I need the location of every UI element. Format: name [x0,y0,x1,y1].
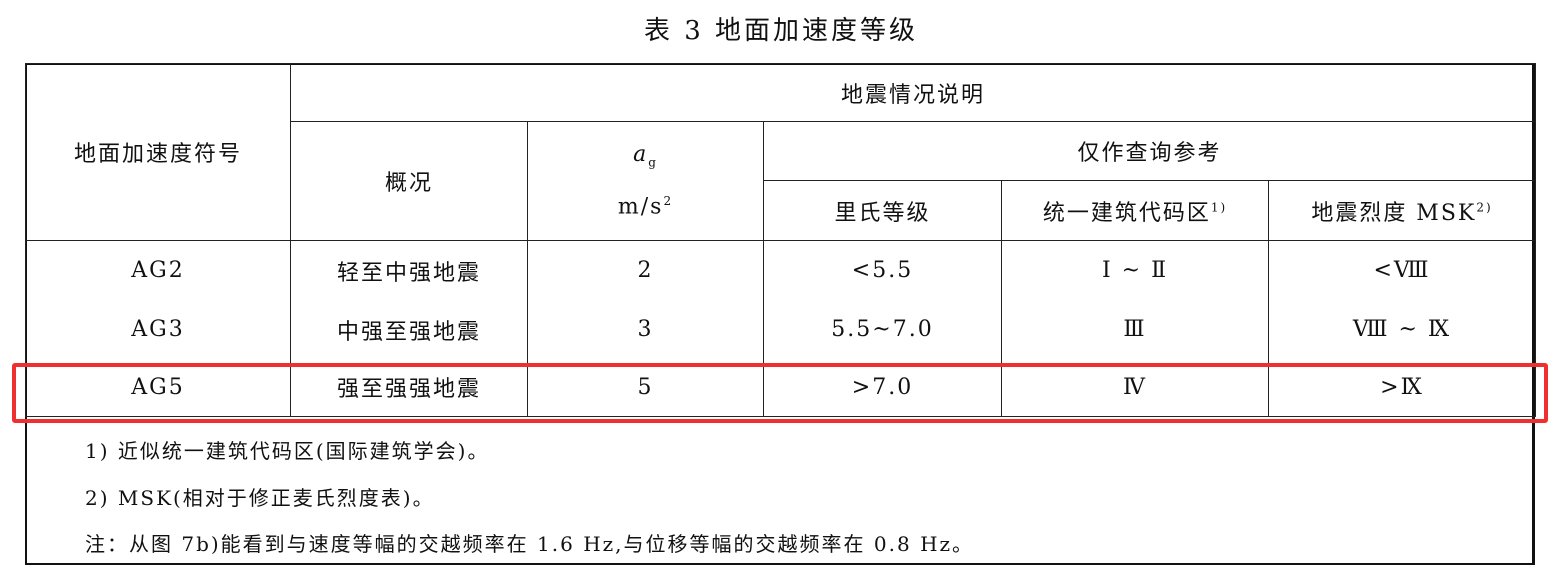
cell-richter: >7.0 [763,358,1002,417]
cell-msk: <Ⅷ [1268,240,1536,301]
cell-overview: 强至强强地震 [290,358,528,417]
header-ubc: 统一建筑代码区1) [1001,180,1269,241]
cell-richter: <5.5 [763,240,1002,301]
table-row: AG2 轻至中强地震 2 <5.5 Ⅰ ~ Ⅱ <Ⅷ [25,240,1536,301]
footnote-2: 2) MSK(相对于修正麦氏烈度表)。 [85,486,435,510]
table-title: 表 3 地面加速度等级 [643,16,919,46]
header-group: 地震情况说明 [290,63,1536,122]
table-row: AG5 强至强强地震 5 >7.0 Ⅳ >Ⅸ [25,358,1536,417]
ubc-label: 统一建筑代码区 [1042,200,1211,226]
cell-overview: 中强至强地震 [290,300,528,359]
ground-acceleration-table: 地面加速度符号 地震情况说明 概况 ag m/s2 仅作查询参考 里氏等级 统一… [25,63,1536,417]
cell-symbol: AG2 [25,240,291,301]
cell-msk: Ⅷ ~ Ⅸ [1268,300,1536,359]
cell-ag: 5 [527,358,764,417]
cell-ag: 2 [527,240,764,301]
ag-symbol: a [633,142,649,168]
ubc-note: 1) [1210,200,1228,215]
msk-label: 地震烈度 MSK [1311,200,1477,226]
ag-unit-sup: 2 [663,193,674,208]
cell-symbol: AG5 [25,358,291,417]
cell-overview: 轻至中强地震 [290,240,528,301]
highlight-box [12,363,1548,423]
cell-richter: 5.5~7.0 [763,300,1002,359]
footnote-1: 1) 近似统一建筑代码区(国际建筑学会)。 [85,439,490,463]
header-symbol: 地面加速度符号 [25,63,291,241]
footnote-note: 注：从图 7b)能看到与速度等幅的交越频率在 1.6 Hz,与位移等幅的交越频率… [85,532,975,556]
msk-note: 2) [1476,200,1493,215]
header-overview: 概况 [290,121,528,241]
header-ag: ag m/s2 [527,121,764,241]
header-reference: 仅作查询参考 [763,121,1536,181]
cell-msk: >Ⅸ [1268,358,1536,417]
header-richter: 里氏等级 [763,180,1002,241]
ag-sub: g [648,155,658,170]
cell-symbol: AG3 [25,300,291,359]
cell-ubc: Ⅳ [1001,358,1269,417]
cell-ubc: Ⅲ [1001,300,1269,359]
table-row: AG3 中强至强地震 3 5.5~7.0 Ⅲ Ⅷ ~ Ⅸ [25,300,1536,359]
cell-ubc: Ⅰ ~ Ⅱ [1001,240,1269,301]
cell-ag: 3 [527,300,764,359]
ag-unit: m/s [617,193,664,219]
header-msk: 地震烈度 MSK2) [1268,180,1536,241]
